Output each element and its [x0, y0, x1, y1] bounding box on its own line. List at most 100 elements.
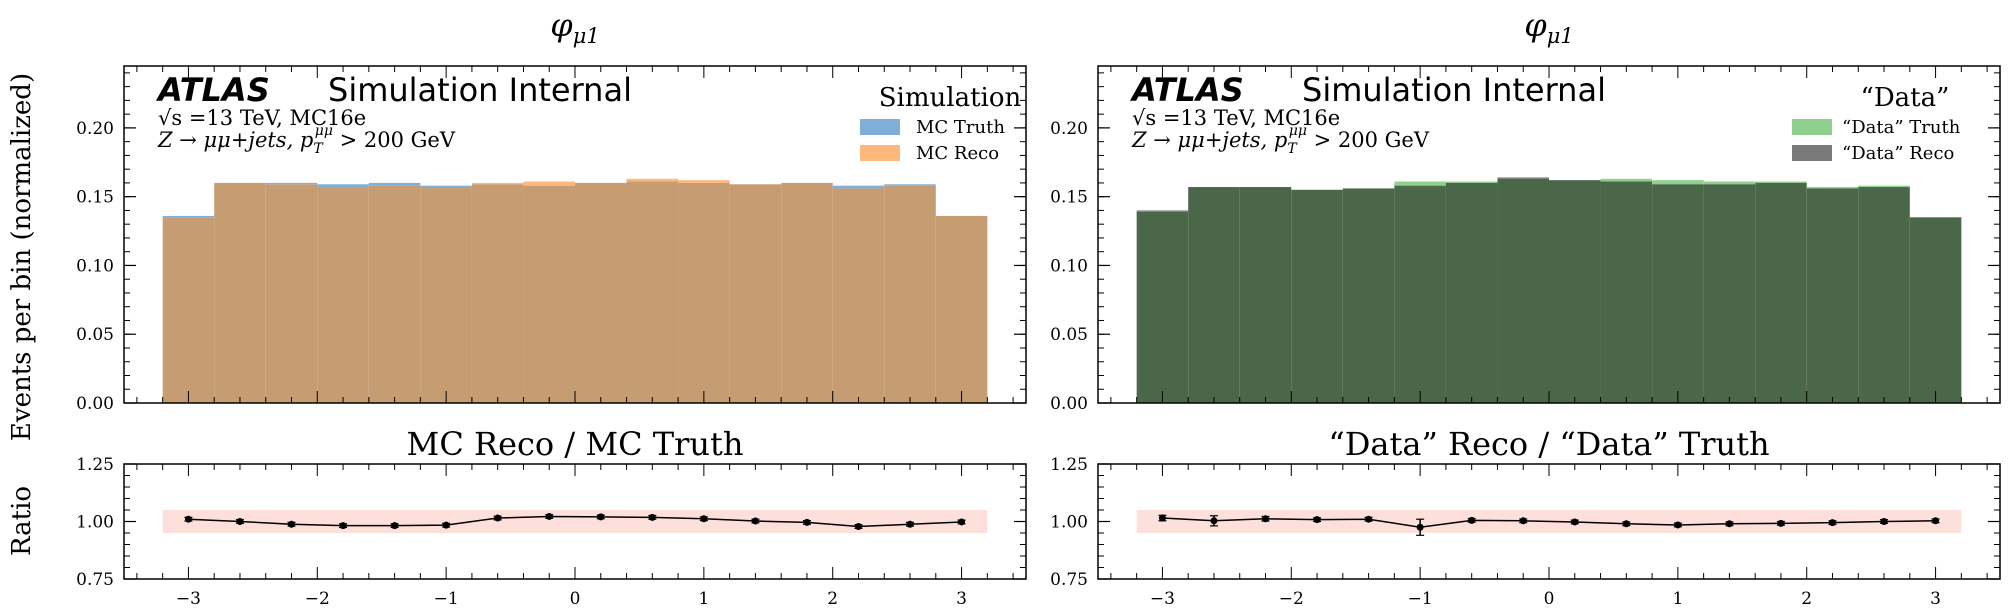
legend-swatch-reco [1792, 145, 1832, 161]
ratio-point [494, 514, 502, 522]
x-tick-label: −2 [305, 589, 330, 609]
histogram-bar [729, 184, 782, 403]
histogram-bar-excess [1755, 181, 1807, 183]
ratio-point [1777, 519, 1785, 527]
ratio-y-tick-label: 1.25 [1050, 455, 1088, 475]
ratio-point [1571, 518, 1579, 526]
ratio-plot-frame [1097, 463, 2001, 580]
histogram-bar-excess [1858, 185, 1910, 188]
legend-label-reco: “Data” Reco [1842, 143, 1954, 164]
ratio-points [184, 512, 966, 531]
main-plot-frame [1097, 65, 2001, 404]
y-tick-label: 0.00 [76, 394, 114, 414]
ratio-plot-frame [123, 463, 1027, 580]
ratio-point [958, 518, 966, 526]
y-tick-label: 0.05 [76, 325, 114, 345]
panel-mc: φμ1 0.00 0.05 0.10 0.15 0.20 ATLAS Simulatio… [76, 6, 1027, 609]
x-tick-label: 2 [1801, 589, 1812, 609]
ratio-point [751, 517, 759, 525]
x-tick-label: 0 [570, 589, 581, 609]
legend-title: “Data” [1861, 83, 1950, 113]
ratio-point [1313, 516, 1321, 524]
ratio-title: “Data” Reco / “Data” Truth [1328, 425, 1769, 463]
histogram-bar-excess [420, 185, 472, 188]
histogram-bar [678, 182, 730, 403]
x-tick-label: −1 [434, 589, 459, 609]
x-tick-label: 1 [698, 589, 709, 609]
histogram-bar-excess [471, 182, 524, 185]
histogram-bar [884, 185, 936, 403]
histogram-bar-excess [317, 184, 369, 188]
ratio-x-axis-ticks: −3 −2 −1 0 1 2 3 [136, 464, 1014, 609]
histogram-bar [420, 187, 472, 403]
histogram-bar [935, 215, 988, 403]
legend-swatch-truth [1792, 119, 1832, 135]
ratio-point [184, 515, 192, 523]
histogram-bar-excess [523, 181, 575, 186]
histogram-bar [214, 182, 266, 403]
legend-label-reco: MC Reco [916, 143, 999, 164]
atlas-label: ATLAS [1129, 71, 1244, 109]
histogram-bar-excess [1806, 187, 1859, 189]
ratio-y-tick-label: 1.00 [1050, 513, 1088, 533]
histogram-bar-excess [832, 185, 885, 189]
main-title: φμ1 [550, 6, 599, 48]
histogram-bar [1239, 187, 1292, 403]
histogram-bar-excess [1703, 181, 1756, 185]
histogram-bar [1652, 184, 1704, 403]
ratio-point [1262, 515, 1270, 523]
histogram-bars [162, 178, 988, 403]
x-tick-label: 1 [1672, 589, 1683, 609]
histogram-bar-excess [265, 182, 318, 185]
ratio-y-tick-label: 1.25 [76, 455, 114, 475]
legend-title: Simulation [879, 83, 1022, 113]
ratio-x-axis-ticks: −3 −2 −1 0 1 2 3 [1110, 464, 1988, 609]
legend-swatch-reco [860, 145, 900, 161]
energy-label: √s =13 TeV, MC16e [1132, 106, 1340, 130]
ratio-point [1158, 514, 1166, 522]
y-axis-ticks: 0.00 0.05 0.10 0.15 0.20 [76, 72, 1026, 414]
histogram-bar [1755, 182, 1807, 403]
histogram-bar [1445, 182, 1498, 403]
ratio-point [1468, 516, 1476, 524]
ratio-point [1365, 515, 1373, 523]
ratio-point [1828, 519, 1836, 527]
ratio-point [1210, 517, 1218, 525]
histogram-bar [1549, 180, 1601, 403]
histogram-bar-excess [1497, 177, 1549, 179]
ratio-line [188, 515, 962, 528]
histogram-bar-excess [1652, 180, 1704, 185]
histogram-bars [1136, 177, 1962, 403]
histogram-bar-excess [1445, 181, 1498, 183]
histogram-bar [317, 187, 369, 403]
y-tick-label: 0.20 [1050, 119, 1088, 139]
ratio-y-tick-label: 0.75 [76, 570, 114, 590]
histogram-bar [1394, 185, 1446, 403]
histogram-bar [1703, 184, 1756, 403]
selection-label: Z → μμ+jets, pTμμ > 200 GeV [157, 123, 456, 157]
atlas-suffix: Simulation Internal [1302, 71, 1606, 109]
histogram-bar [1342, 188, 1395, 403]
ratio-uncertainty-band [162, 510, 988, 533]
ratio-point [854, 523, 862, 531]
histogram-bar [1806, 188, 1859, 403]
y-tick-label: 0.15 [76, 188, 114, 208]
histogram-bar [1188, 187, 1240, 403]
x-tick-label: 3 [956, 589, 967, 609]
ratio-line [1162, 517, 1936, 529]
legend-label-truth: “Data” Truth [1842, 117, 1961, 138]
histogram-bar-excess [1394, 181, 1446, 186]
ratio-point [1674, 521, 1682, 529]
histogram-bar [575, 182, 627, 403]
ratio-point [1932, 517, 1940, 525]
ratio-y-axis-ticks: 0.75 1.00 1.25 [1050, 455, 2000, 590]
y-tick-label: 0.10 [1050, 256, 1088, 276]
main-title: φμ1 [1524, 6, 1573, 48]
histogram-bar [368, 185, 421, 403]
ratio-point [1416, 523, 1424, 531]
histogram-bar [1858, 187, 1910, 403]
histogram-bar [471, 184, 524, 403]
histogram-bar [1497, 178, 1549, 403]
ratio-point [1725, 520, 1733, 528]
